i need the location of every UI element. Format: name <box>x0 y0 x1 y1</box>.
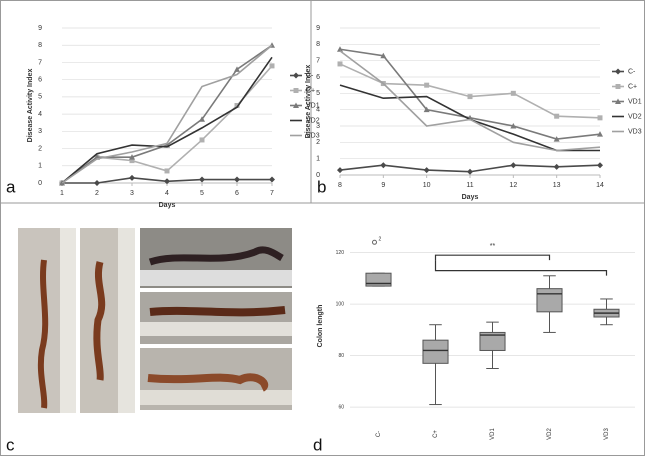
y-tick-label: 3 <box>38 128 42 135</box>
x-tick-label: VD3 <box>604 428 610 440</box>
y-tick-label: 1 <box>38 163 42 170</box>
x-tick-label: 10 <box>423 182 431 189</box>
y-tick-label: 4 <box>316 107 320 114</box>
y-tick-label: 8 <box>38 42 42 49</box>
ruler <box>140 390 292 405</box>
x-tick-label: 7 <box>270 190 274 197</box>
y-tick-label: 9 <box>38 25 42 32</box>
y-axis-title: Disease Activity Index <box>305 65 312 139</box>
x-tick-label: 12 <box>509 182 517 189</box>
point <box>468 94 473 99</box>
box <box>537 289 562 312</box>
ruler <box>60 228 76 413</box>
legend-label: VD3 <box>628 128 642 135</box>
point <box>165 168 170 173</box>
x-tick-label: 3 <box>130 190 134 197</box>
x-tick-label: 13 <box>553 182 561 189</box>
point <box>616 84 621 89</box>
y-tick-label: 5 <box>38 94 42 101</box>
annotation: ** <box>490 243 496 250</box>
point <box>554 114 559 119</box>
point <box>424 83 429 88</box>
x-tick-label: 6 <box>235 190 239 197</box>
x-tick-label: 4 <box>165 190 169 197</box>
x-tick-label: 11 <box>466 182 473 189</box>
legend-label: C- <box>628 68 636 75</box>
panel-letter: c <box>6 435 15 454</box>
y-tick-label: 100 <box>336 301 345 307</box>
y-axis-title: Colon length <box>317 305 324 348</box>
legend-label: C+ <box>628 83 637 90</box>
x-axis-title: Days <box>462 194 479 201</box>
photo-panel <box>18 228 292 413</box>
x-tick-label: 14 <box>596 182 604 189</box>
y-tick-label: 6 <box>38 77 42 84</box>
y-tick-label: 6 <box>316 74 320 81</box>
x-tick-label: 5 <box>200 190 204 197</box>
colon <box>150 310 285 312</box>
point <box>598 115 603 120</box>
point <box>270 63 275 68</box>
point <box>294 88 299 93</box>
y-tick-label: 2 <box>316 139 320 146</box>
x-tick-label: C- <box>376 431 382 437</box>
x-tick-label: VD2 <box>547 428 553 440</box>
figure: abcd01234567891234567DaysDisease Activit… <box>0 0 645 456</box>
ruler <box>118 228 135 413</box>
x-tick-label: C+ <box>433 430 439 438</box>
panel-letter: a <box>6 177 16 196</box>
point <box>200 137 205 142</box>
y-tick-label: 8 <box>316 41 320 48</box>
x-tick-label: 2 <box>95 190 99 197</box>
y-tick-label: 4 <box>38 111 42 118</box>
x-tick-label: 9 <box>381 182 385 189</box>
colon <box>97 262 102 380</box>
y-tick-label: 0 <box>38 180 42 187</box>
y-tick-label: 9 <box>316 25 320 32</box>
outlier-label: 2 <box>379 237 382 243</box>
y-tick-label: 7 <box>316 58 320 65</box>
legend-label: VD1 <box>628 98 642 105</box>
x-tick-label: 1 <box>60 190 64 197</box>
point <box>338 61 343 66</box>
y-tick-label: 60 <box>338 404 344 410</box>
photo <box>140 292 292 344</box>
ruler <box>140 322 292 336</box>
y-tick-label: 120 <box>336 250 345 256</box>
y-tick-label: 7 <box>38 59 42 66</box>
x-tick-label: VD1 <box>490 428 496 440</box>
x-axis-title: Days <box>159 202 176 209</box>
y-axis-title: Disease Activity Index <box>27 69 34 143</box>
x-tick-label: 8 <box>338 182 342 189</box>
point <box>511 91 516 96</box>
ruler <box>140 270 292 286</box>
y-tick-label: 1 <box>316 156 320 163</box>
box <box>423 340 448 363</box>
panel-letter: d <box>313 435 322 454</box>
y-tick-label: 5 <box>316 90 320 97</box>
y-tick-label: 80 <box>338 353 344 359</box>
y-tick-label: 0 <box>316 172 320 179</box>
y-tick-label: 2 <box>38 145 42 152</box>
y-tick-label: 3 <box>316 123 320 130</box>
legend-label: VD2 <box>628 113 642 120</box>
panel-letter: b <box>317 177 326 196</box>
